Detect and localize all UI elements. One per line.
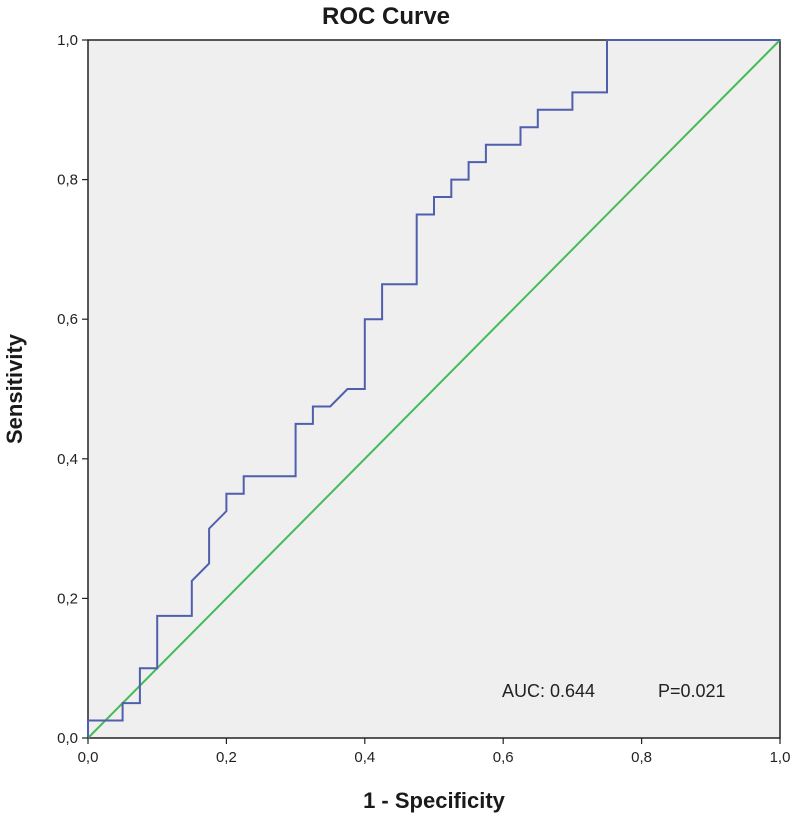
x-tick-label: 1,0 [770, 749, 791, 766]
y-tick-label: 0,2 [57, 590, 78, 607]
y-tick-label: 0,6 [57, 311, 78, 328]
y-tick-label: 0,8 [57, 172, 78, 189]
chart-title: ROC Curve [322, 3, 450, 30]
x-tick-label: 0,2 [216, 749, 237, 766]
y-tick-label: 0,4 [57, 451, 78, 468]
axis-ticks: 0,0 0,2 0,4 0,6 0,8 1,0 0,0 0,2 0,4 0,6 0,8 1,0 [57, 32, 790, 766]
y-axis-label: Sensitivity [2, 333, 27, 444]
x-tick-label: 0,4 [354, 749, 375, 766]
reference-diagonal-line [87, 39, 781, 739]
roc-curve-line [87, 39, 780, 738]
chart-marks [87, 39, 781, 739]
auc-annotation: AUC: 0.644 [502, 681, 595, 701]
x-tick-label: 0,6 [493, 749, 514, 766]
x-tick-label: 0,8 [631, 749, 652, 766]
y-tick-label: 1,0 [57, 32, 78, 49]
p-value-annotation: P=0.021 [658, 681, 726, 701]
x-tick-label: 0,0 [78, 749, 99, 766]
y-tick-label: 0,0 [57, 730, 78, 747]
x-axis-label: 1 - Specificity [363, 788, 506, 813]
